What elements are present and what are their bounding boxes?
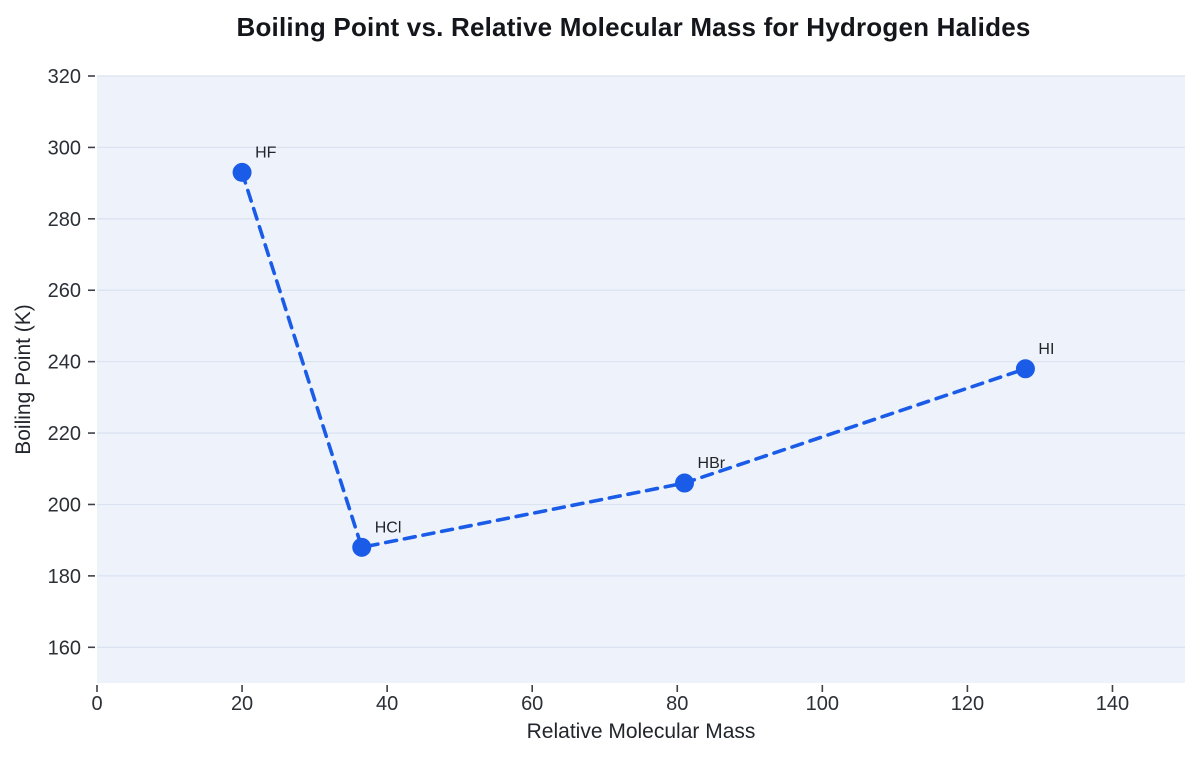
y-tick-label-160: 160 bbox=[48, 637, 81, 659]
point-HF bbox=[232, 162, 252, 182]
point-HCl bbox=[352, 537, 372, 557]
y-tick-label-200: 200 bbox=[48, 494, 81, 516]
y-tick-label-180: 180 bbox=[48, 566, 81, 588]
series-line-0 bbox=[240, 170, 1028, 550]
plot-area bbox=[97, 76, 1185, 683]
y-tick-label-320: 320 bbox=[48, 66, 81, 88]
point-label-HF: HF bbox=[255, 144, 277, 161]
x-tick-label-140: 140 bbox=[1096, 693, 1129, 715]
chart-title: Boiling Point vs. Relative Molecular Mas… bbox=[236, 12, 1031, 42]
y-tick-label-220: 220 bbox=[48, 423, 81, 445]
x-tick-label-100: 100 bbox=[806, 693, 839, 715]
point-HI bbox=[1015, 359, 1035, 379]
x-axis-title: Relative Molecular Mass bbox=[527, 720, 756, 743]
x-tick-label-80: 80 bbox=[666, 693, 688, 715]
y-tick-label-280: 280 bbox=[48, 209, 81, 231]
y-tick-label-260: 260 bbox=[48, 280, 81, 302]
x-tick-label-0: 0 bbox=[91, 693, 102, 715]
x-tick-label-120: 120 bbox=[951, 693, 984, 715]
x-tick-label-60: 60 bbox=[521, 693, 543, 715]
x-tick-label-20: 20 bbox=[231, 693, 253, 715]
y-axis-title: Boiling Point (K) bbox=[12, 304, 35, 455]
y-tick-label-240: 240 bbox=[48, 352, 81, 374]
point-label-HBr: HBr bbox=[698, 455, 726, 472]
x-tick-label-40: 40 bbox=[376, 693, 398, 715]
y-tick-label-300: 300 bbox=[48, 137, 81, 159]
point-label-HCl: HCl bbox=[375, 519, 402, 536]
point-HBr bbox=[675, 473, 695, 493]
point-label-HI: HI bbox=[1038, 341, 1054, 358]
